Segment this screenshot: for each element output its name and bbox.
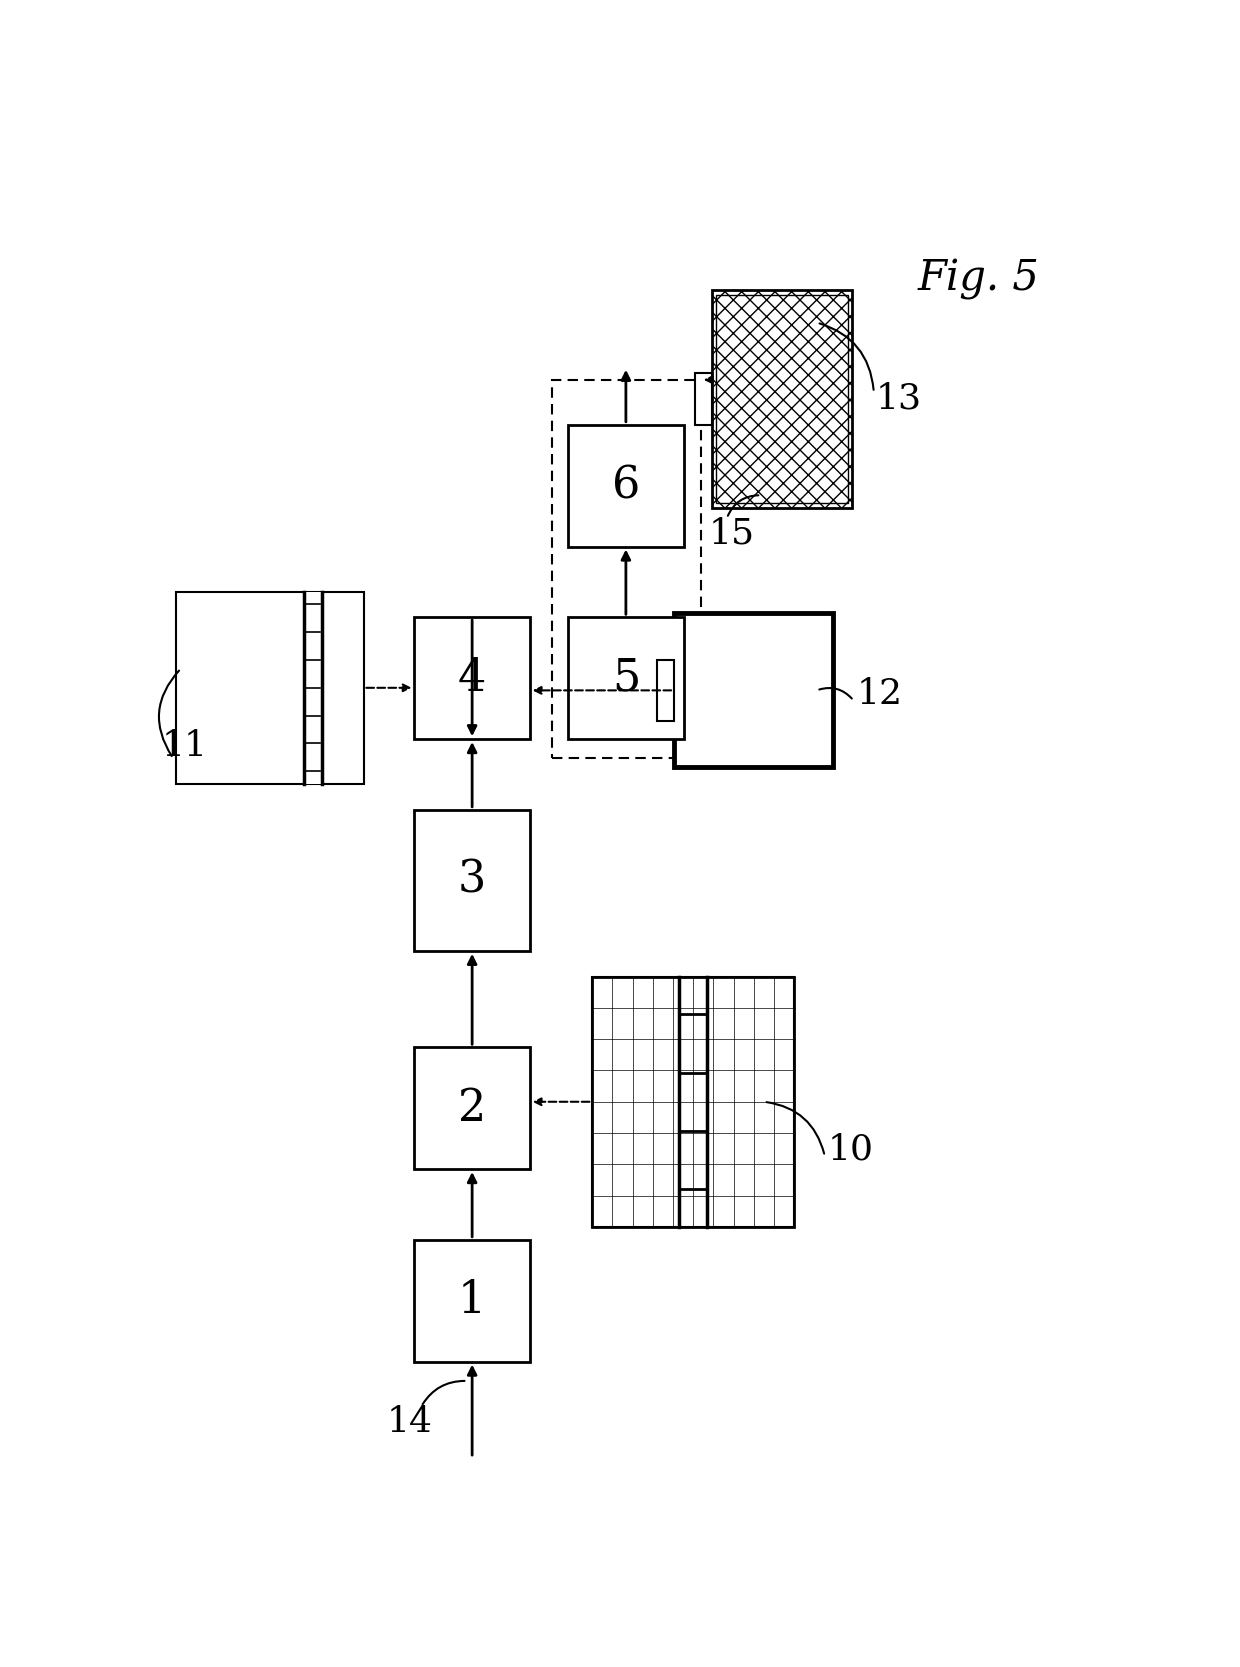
Bar [712,290,852,508]
Bar [414,617,529,738]
Bar [568,617,683,738]
Bar [696,373,712,425]
Bar [675,613,832,767]
Bar [593,977,794,1227]
Text: 3: 3 [458,859,486,902]
Text: 5: 5 [611,657,640,700]
Text: 1: 1 [458,1279,486,1322]
Text: 11: 11 [161,728,208,762]
Polygon shape [304,592,322,783]
Text: 13: 13 [875,382,921,417]
Text: 10: 10 [828,1134,874,1167]
Text: 12: 12 [857,677,903,712]
Bar [593,977,794,1227]
Text: 6: 6 [611,463,640,507]
Text: 2: 2 [458,1087,486,1130]
Bar [717,295,848,503]
Bar [176,592,363,783]
Text: 14: 14 [387,1405,433,1439]
Bar [552,380,701,758]
Bar [568,425,683,547]
Bar [414,810,529,950]
Bar [657,660,675,722]
Bar [414,1047,529,1169]
Text: 4: 4 [458,657,486,700]
Text: 15: 15 [708,517,755,550]
Bar [414,1240,529,1362]
Text: Fig. 5: Fig. 5 [918,258,1039,300]
